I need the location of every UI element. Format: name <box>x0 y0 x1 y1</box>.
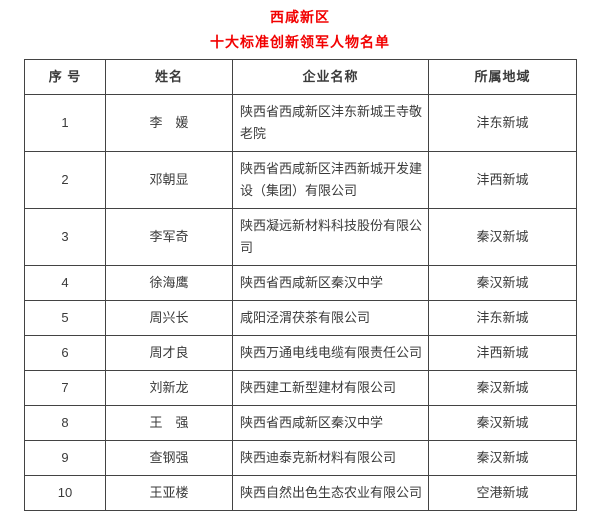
cell-company: 陕西凝远新材料科技股份有限公司 <box>232 208 429 266</box>
cell-region: 秦汉新城 <box>428 265 577 301</box>
cell-name: 刘新龙 <box>105 370 233 406</box>
cell-no: 4 <box>24 265 106 301</box>
table-row: 5 周兴长 咸阳泾渭茯茶有限公司 沣东新城 <box>24 300 577 336</box>
cell-no: 8 <box>24 405 106 441</box>
page-title: 西咸新区 <box>270 9 330 25</box>
cell-name: 查钢强 <box>105 440 233 476</box>
cell-region: 秦汉新城 <box>428 405 577 441</box>
cell-name: 李军奇 <box>105 208 233 266</box>
cell-no: 6 <box>24 335 106 371</box>
cell-name: 周才良 <box>105 335 233 371</box>
table-row: 4 徐海鹰 陕西省西咸新区秦汉中学 秦汉新城 <box>24 265 577 301</box>
cell-name: 周兴长 <box>105 300 233 336</box>
cell-region: 空港新城 <box>428 475 577 511</box>
cell-no: 5 <box>24 300 106 336</box>
table-row: 9 查钢强 陕西迪泰克新材料有限公司 秦汉新城 <box>24 440 577 476</box>
cell-region: 秦汉新城 <box>428 370 577 406</box>
column-header: 姓名 <box>105 59 233 95</box>
cell-company: 陕西建工新型建材有限公司 <box>232 370 429 406</box>
cell-company: 陕西省西咸新区秦汉中学 <box>232 405 429 441</box>
cell-region: 沣东新城 <box>428 300 577 336</box>
table-row: 10 王亚楼 陕西自然出色生态农业有限公司 空港新城 <box>24 475 577 511</box>
cell-company: 陕西省西咸新区沣东新城王寺敬老院 <box>232 94 429 152</box>
cell-no: 10 <box>24 475 106 511</box>
table-row: 6 周才良 陕西万通电线电缆有限责任公司 沣西新城 <box>24 335 577 371</box>
cell-name: 李 媛 <box>105 94 233 152</box>
cell-company: 咸阳泾渭茯茶有限公司 <box>232 300 429 336</box>
table-row: 7 刘新龙 陕西建工新型建材有限公司 秦汉新城 <box>24 370 577 406</box>
column-header: 企业名称 <box>232 59 429 95</box>
cell-region: 沣东新城 <box>428 94 577 152</box>
cell-region: 沣西新城 <box>428 151 577 209</box>
cell-name: 王 强 <box>105 405 233 441</box>
cell-no: 2 <box>24 151 106 209</box>
cell-company: 陕西省西咸新区沣西新城开发建设（集团）有限公司 <box>232 151 429 209</box>
cell-company: 陕西万通电线电缆有限责任公司 <box>232 335 429 371</box>
table-row: 2 邓朝显 陕西省西咸新区沣西新城开发建设（集团）有限公司 沣西新城 <box>24 151 577 209</box>
cell-no: 1 <box>24 94 106 152</box>
cell-region: 沣西新城 <box>428 335 577 371</box>
column-header: 序 号 <box>24 59 106 95</box>
cell-no: 3 <box>24 208 106 266</box>
cell-name: 王亚楼 <box>105 475 233 511</box>
table-header-row: 序 号姓名 企业名称 所属地域 <box>24 59 577 95</box>
cell-company: 陕西省西咸新区秦汉中学 <box>232 265 429 301</box>
column-header: 所属地域 <box>428 59 577 95</box>
cell-region: 秦汉新城 <box>428 208 577 266</box>
table-row: 3 李军奇 陕西凝远新材料科技股份有限公司 秦汉新城 <box>24 208 577 266</box>
cell-region: 秦汉新城 <box>428 440 577 476</box>
cell-name: 徐海鹰 <box>105 265 233 301</box>
cell-no: 7 <box>24 370 106 406</box>
page-subtitle: 十大标准创新领军人物名单 <box>210 34 390 50</box>
cell-company: 陕西迪泰克新材料有限公司 <box>232 440 429 476</box>
cell-company: 陕西自然出色生态农业有限公司 <box>232 475 429 511</box>
cell-name: 邓朝显 <box>105 151 233 209</box>
cell-no: 9 <box>24 440 106 476</box>
